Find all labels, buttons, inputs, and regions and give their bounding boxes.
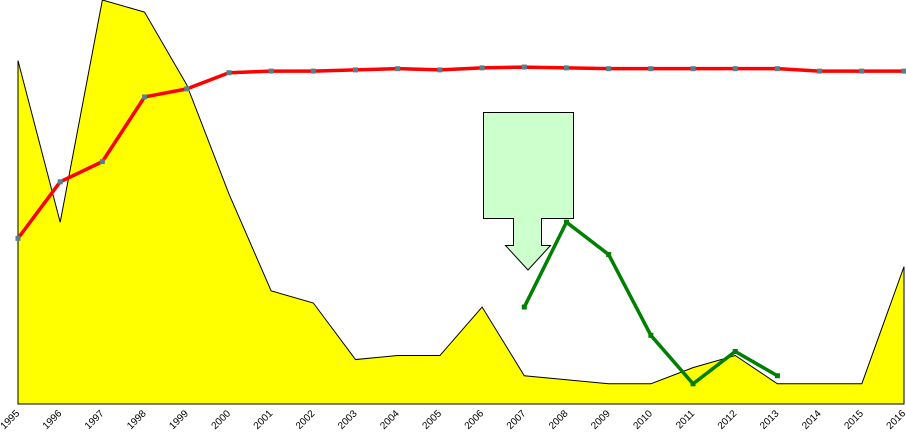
x-tick-label: 2016 bbox=[885, 408, 906, 432]
point-marker bbox=[142, 94, 148, 100]
point-marker bbox=[774, 373, 780, 379]
x-tick-label: 2001 bbox=[252, 408, 276, 432]
point-marker bbox=[859, 68, 865, 74]
point-marker bbox=[353, 67, 359, 73]
x-tick-label: 2015 bbox=[842, 408, 866, 432]
point-marker bbox=[15, 235, 21, 241]
area bbox=[17, 0, 905, 405]
x-tick-label: 2008 bbox=[547, 408, 571, 432]
point-marker bbox=[268, 68, 274, 74]
x-tick-label: 1999 bbox=[167, 408, 191, 432]
x-tick-label: 2010 bbox=[631, 408, 655, 432]
point-marker bbox=[606, 66, 612, 72]
point-marker bbox=[901, 68, 906, 74]
x-tick-label: 2005 bbox=[421, 408, 445, 432]
point-marker bbox=[817, 68, 823, 74]
x-tick-label: 2000 bbox=[210, 408, 234, 432]
point-marker bbox=[184, 86, 190, 92]
point-marker bbox=[521, 64, 527, 70]
point-marker bbox=[57, 179, 63, 185]
point-marker bbox=[395, 66, 401, 72]
x-tick-label: 2002 bbox=[294, 408, 318, 432]
point-marker bbox=[563, 65, 569, 71]
point-marker bbox=[521, 304, 527, 310]
point-marker bbox=[648, 66, 654, 72]
x-tick-label: 2004 bbox=[378, 408, 402, 432]
point-marker bbox=[732, 66, 738, 72]
point-marker bbox=[479, 65, 485, 71]
point-marker bbox=[690, 66, 696, 72]
point-marker bbox=[226, 70, 232, 76]
x-tick-label: 2013 bbox=[758, 408, 782, 432]
x-tick-label: 1998 bbox=[125, 408, 149, 432]
point-marker bbox=[563, 219, 569, 225]
x-tick-label: 2009 bbox=[589, 408, 613, 432]
point-marker bbox=[310, 68, 316, 74]
x-tick-label: 2014 bbox=[800, 408, 824, 432]
x-tick-label: 2003 bbox=[336, 408, 360, 432]
arrow-shape bbox=[483, 112, 574, 271]
point-marker bbox=[774, 66, 780, 72]
line bbox=[16, 65, 904, 240]
x-tick-label: 1997 bbox=[83, 408, 107, 432]
point-marker bbox=[606, 252, 612, 258]
point-marker bbox=[437, 67, 443, 73]
x-tick-label: 1996 bbox=[41, 408, 65, 432]
x-tick-label: 2012 bbox=[716, 408, 740, 432]
x-tick-label: 2006 bbox=[463, 408, 487, 432]
point-marker bbox=[690, 381, 696, 387]
x-tick-label: 1995 bbox=[0, 408, 22, 432]
point-marker bbox=[99, 159, 105, 165]
x-tick-label: 2007 bbox=[505, 408, 529, 432]
point-marker bbox=[732, 348, 738, 354]
x-tick-label: 2011 bbox=[674, 408, 697, 431]
point-marker bbox=[648, 332, 654, 338]
